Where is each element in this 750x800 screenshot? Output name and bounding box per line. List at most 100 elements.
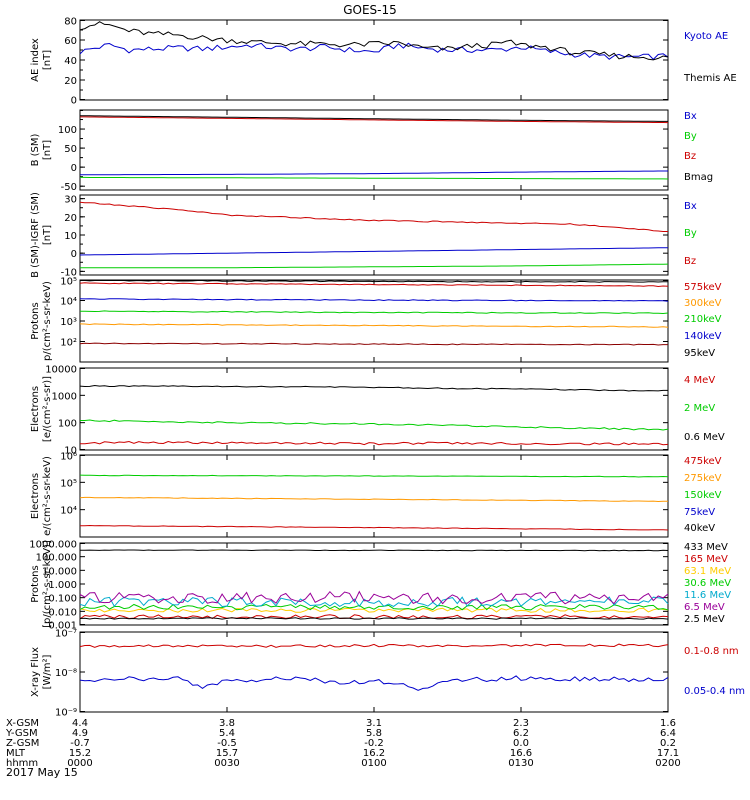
legend-label: 2 MeV — [684, 403, 715, 414]
y-axis-label-line: [e/(cm²-s-sr)] — [42, 376, 53, 442]
series-line-433-mev — [80, 549, 669, 552]
ephemeris-value: -0.5 — [217, 738, 237, 749]
y-axis-label-line: X-ray Flux — [30, 647, 41, 697]
legend-label: 6.5 MeV — [684, 602, 725, 613]
y-tick-label: 0 — [71, 163, 77, 174]
y-tick-label: 10 — [64, 446, 77, 457]
legend-label: 475keV — [684, 456, 722, 467]
y-axis-label: B (SM)-IGRF (SM)[nT] — [30, 192, 53, 278]
y-tick-label: 40 — [64, 56, 77, 67]
y-axis-label-line: AE index — [30, 38, 41, 82]
panel-electrons_kev: 10⁴ 10⁵ 10⁶ Electronse/(cm²-s-sr-keV) 475keV… — [30, 452, 722, 538]
ephemeris-value: 2.3 — [513, 718, 529, 729]
y-tick-label: 10⁵ — [60, 478, 77, 489]
ephemeris-value: 15.7 — [216, 748, 238, 759]
legend-label: 165 MeV — [684, 554, 728, 565]
y-tick-label: 10³ — [60, 317, 77, 328]
ephemeris-value: 1.6 — [660, 718, 676, 729]
series-line-0-05-0-4-nm — [79, 675, 669, 691]
panel-frame — [79, 454, 669, 538]
panel-frame — [79, 542, 669, 626]
series-line-150kev — [79, 474, 669, 478]
series-line-bz — [80, 116, 669, 124]
y-tick-label: 20 — [64, 76, 77, 87]
ephemeris-value: 5.8 — [366, 728, 382, 739]
legend-label: 63.1 MeV — [684, 566, 731, 577]
y-tick-label: 10⁻⁹ — [55, 708, 77, 719]
y-axis-label-line: [nT] — [42, 50, 53, 70]
ephemeris-value: 4.9 — [72, 728, 88, 739]
legend-label: 2.5 MeV — [684, 614, 725, 625]
series-line-0-1-0-8-nm — [79, 643, 669, 648]
y-tick-label: 10⁶ — [60, 452, 77, 463]
y-axis-label-line: Electrons — [30, 386, 41, 432]
series-line-6-5-mev — [79, 590, 669, 605]
y-tick-label: 0.010 — [48, 607, 77, 618]
y-tick-label: 30 — [64, 195, 77, 206]
legend-label: 75keV — [684, 507, 715, 518]
y-axis-label: Electronse/(cm²-s-sr-keV) — [30, 456, 53, 536]
ephemeris-value: 0000 — [67, 758, 92, 769]
y-axis-label: AE index[nT] — [30, 38, 53, 82]
ephemeris-value: 17.1 — [657, 748, 679, 759]
ephemeris-value: -0.2 — [364, 738, 384, 749]
series-line-575kev — [79, 282, 669, 288]
y-tick-label: 0 — [71, 249, 77, 260]
series-line-bz — [79, 201, 668, 232]
y-axis-label-line: e/(cm²-s-sr-keV) — [42, 456, 53, 536]
ephemeris-value: 0100 — [361, 758, 386, 769]
ephemeris-value: 6.2 — [513, 728, 529, 739]
ephemeris-value: -0.7 — [70, 738, 90, 749]
legend-label: 0.6 MeV — [684, 432, 725, 443]
legend-label: Themis AE — [683, 73, 737, 84]
panel-frame — [79, 194, 669, 276]
legend-label: By — [684, 228, 697, 239]
y-axis-label-line: p/(cm²-s-sr-keV) — [42, 281, 53, 361]
y-tick-label: 10⁵ — [60, 277, 77, 288]
series-line-2-5-mev — [79, 617, 669, 620]
ephemeris-row-label: X-GSM — [6, 718, 39, 729]
legend-label: By — [684, 131, 697, 142]
y-tick-label: 10⁴ — [60, 506, 77, 517]
panel-frame — [79, 279, 669, 363]
panel-ae: 0 20 40 60 80 AE index[nT] Kyoto AE Themis AE — [30, 17, 737, 107]
ephemeris-value: 5.4 — [219, 728, 235, 739]
date-label: 2017 May 15 — [6, 766, 78, 779]
series-line-11-6-mev — [79, 596, 669, 608]
y-tick-label: 50 — [64, 144, 77, 155]
y-axis-label-line: [nT] — [42, 225, 53, 245]
series-line-0-6-mev — [79, 384, 668, 392]
y-tick-label: 80 — [64, 17, 77, 28]
ephemeris-value: 6.4 — [660, 728, 676, 739]
ephemeris-row-label: Y-GSM — [5, 728, 38, 739]
y-tick-label: 10⁻⁷ — [55, 629, 77, 640]
y-axis-label-line: Protons — [30, 302, 41, 339]
y-tick-label: 10.000 — [42, 566, 77, 577]
legend-label: 95keV — [684, 348, 715, 359]
legend-label: Bz — [684, 151, 696, 162]
series-line-bx — [79, 247, 669, 256]
legend-label: Bmag — [684, 172, 713, 183]
y-tick-label: 100.000 — [36, 553, 77, 564]
ephemeris-row-label: Z-GSM — [6, 738, 39, 749]
series-line-210kev — [80, 310, 669, 315]
legend-label: 150keV — [684, 490, 722, 501]
y-axis-label-line: [p/(cm²-s-sr-keV)] — [42, 540, 53, 628]
legend-label: 275keV — [684, 473, 722, 484]
panel-frame — [79, 367, 669, 451]
legend-label: 40keV — [684, 523, 715, 534]
legend-label: 575keV — [684, 282, 722, 293]
legend-label: 30.6 MeV — [684, 578, 731, 589]
y-axis-label: Protonsp/(cm²-s-sr-keV) — [30, 281, 53, 361]
y-axis-label: Electrons[e/(cm²-s-sr)] — [30, 376, 53, 442]
legend-label: 210keV — [684, 314, 722, 325]
y-tick-label: 0 — [71, 96, 77, 107]
series-line-475kev — [80, 524, 669, 531]
y-tick-label: 0.001 — [48, 621, 77, 632]
series-line-by — [80, 263, 669, 269]
ephemeris-value: 0030 — [214, 758, 239, 769]
y-axis-label-line: B (SM) — [30, 133, 41, 166]
